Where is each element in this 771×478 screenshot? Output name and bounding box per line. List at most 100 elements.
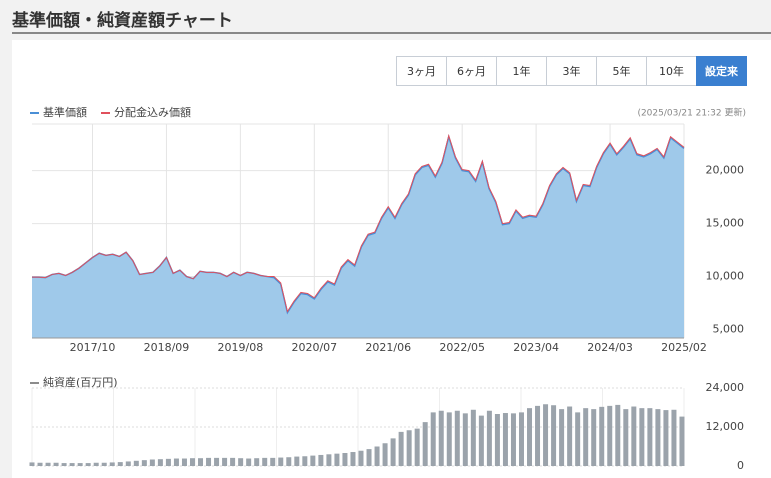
bar	[141, 460, 147, 466]
bar	[382, 443, 388, 466]
bar	[366, 449, 372, 466]
bar	[238, 458, 244, 466]
range-button[interactable]: 6ヶ月	[446, 56, 497, 86]
x-tick-label: 2018/09	[144, 341, 190, 354]
range-button[interactable]: 設定来	[696, 56, 747, 86]
range-button[interactable]: 10年	[646, 56, 697, 86]
bar	[502, 413, 508, 466]
bar	[93, 462, 99, 466]
bar	[310, 455, 316, 466]
bar	[567, 406, 573, 466]
x-tick-label: 2020/07	[291, 341, 337, 354]
bar	[647, 408, 653, 466]
x-tick-label: 2017/10	[70, 341, 116, 354]
bar	[374, 446, 380, 466]
y-tick-label: 24,000	[706, 381, 745, 394]
x-tick-label: 2021/06	[365, 341, 411, 354]
bar	[358, 450, 364, 466]
range-button[interactable]: 5年	[596, 56, 647, 86]
bar	[278, 457, 284, 466]
bar	[615, 404, 621, 466]
bar	[422, 422, 428, 466]
series-line	[32, 133, 685, 313]
bar	[679, 416, 685, 466]
bar	[575, 412, 581, 466]
range-button[interactable]: 3年	[546, 56, 597, 86]
legend-label: 基準価額	[43, 105, 87, 119]
bar	[181, 458, 187, 466]
bar	[398, 431, 404, 466]
bar	[543, 404, 549, 466]
bar	[173, 458, 179, 466]
bar	[438, 410, 444, 466]
bar	[671, 409, 677, 466]
bar	[230, 457, 236, 466]
bar	[69, 463, 75, 466]
bar	[350, 452, 356, 466]
page-title: 基準価額・純資産額チャート	[12, 11, 233, 31]
bar	[518, 412, 524, 466]
bar	[599, 406, 605, 466]
bar	[494, 414, 500, 466]
bar	[462, 413, 468, 466]
y-tick-label: 20,000	[706, 164, 745, 177]
bar	[559, 409, 565, 466]
bar	[342, 453, 348, 466]
y-tick-label: 0	[737, 459, 744, 472]
y-tick-label: 5,000	[713, 323, 745, 336]
range-buttons: 3ヶ月 6ヶ月 1年 3年 5年 10年 設定来	[396, 56, 747, 86]
range-button[interactable]: 3ヶ月	[396, 56, 447, 86]
bar	[470, 409, 476, 466]
bar	[527, 408, 533, 466]
bar	[454, 410, 460, 466]
bar	[198, 458, 204, 466]
bar	[149, 459, 155, 466]
bar	[85, 463, 91, 466]
bar	[318, 454, 324, 466]
bar	[270, 457, 276, 466]
bar	[406, 430, 412, 466]
annotation: (2025/03/21 21:32 更新)	[637, 107, 746, 119]
bar	[286, 457, 292, 466]
bar	[117, 462, 123, 466]
bar	[583, 408, 589, 466]
bar	[326, 454, 332, 466]
bar	[414, 428, 420, 466]
bar	[246, 458, 252, 466]
x-tick-label: 2023/04	[513, 341, 559, 354]
bar	[109, 462, 115, 466]
bar	[663, 410, 669, 466]
legend-label: 分配金込み価額	[114, 105, 191, 119]
bar	[222, 457, 228, 466]
bar	[623, 409, 629, 466]
x-tick-label: 2019/08	[218, 341, 264, 354]
bar	[61, 463, 67, 466]
bar	[157, 459, 163, 466]
bar	[45, 462, 51, 466]
bar	[631, 406, 637, 466]
bar	[125, 461, 131, 466]
x-tick-label: 2025/02	[661, 341, 707, 354]
x-tick-label: 2022/05	[439, 341, 485, 354]
bar	[206, 457, 212, 466]
bar	[510, 413, 516, 466]
bar	[486, 410, 492, 466]
bar	[551, 405, 557, 466]
y-tick-label: 15,000	[706, 217, 745, 230]
bar	[189, 458, 195, 466]
x-tick-label: 2024/03	[587, 341, 633, 354]
bar	[37, 462, 43, 466]
bar	[302, 456, 308, 466]
bar	[655, 409, 661, 466]
bar	[53, 462, 59, 466]
y-tick-label: 12,000	[706, 420, 745, 433]
bar	[101, 462, 107, 466]
legend-label: 純資産(百万円)	[43, 376, 118, 389]
area-fill	[32, 136, 684, 338]
bar	[77, 463, 83, 466]
bar	[607, 405, 613, 466]
bar	[165, 458, 171, 466]
range-button[interactable]: 1年	[496, 56, 547, 86]
title-rule	[12, 32, 771, 34]
